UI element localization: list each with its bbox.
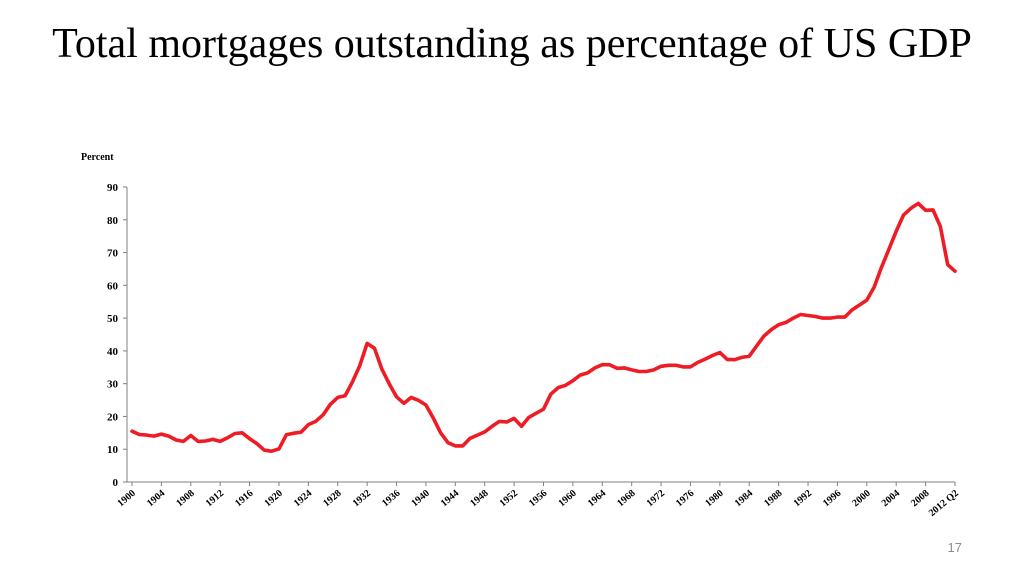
x-tick-label: 1996 [821, 488, 843, 509]
x-tick-label: 1928 [321, 488, 343, 509]
x-tick-label: 1916 [233, 488, 255, 509]
y-tick-label: 90 [107, 182, 119, 194]
x-tick-label: 1980 [703, 488, 725, 509]
y-tick-label: 20 [107, 411, 119, 423]
x-tick-label: 1936 [380, 488, 402, 509]
x-tick-label: 1920 [263, 488, 285, 509]
x-tick-label: 1940 [409, 488, 431, 509]
x-tick-label: 1948 [468, 488, 490, 509]
y-axis-ticks: 0 10 20 30 40 50 60 70 80 90 [107, 182, 127, 489]
y-tick-label: 60 [107, 280, 119, 292]
x-tick-label: 1972 [645, 488, 667, 509]
x-tick-label: 1968 [615, 488, 637, 509]
x-tick-label: 1956 [527, 488, 549, 509]
x-tick-label: 1964 [586, 488, 608, 509]
x-tick-label: 1976 [674, 488, 696, 509]
x-tick-label: 2012 Q2 [927, 488, 961, 519]
x-tick-label: 1912 [204, 488, 226, 509]
x-tick-label: 1960 [556, 488, 578, 509]
x-tick-label: 1988 [762, 488, 784, 509]
y-tick-label: 0 [113, 477, 119, 489]
x-tick-label: 1984 [733, 488, 755, 509]
y-tick-label: 50 [107, 313, 119, 325]
page-number: 17 [947, 540, 962, 555]
x-tick-label: 1908 [174, 488, 196, 509]
y-tick-label: 80 [107, 215, 119, 227]
y-tick-label: 40 [107, 346, 119, 358]
x-tick-label: 1932 [351, 488, 373, 509]
x-tick-label: 2000 [850, 488, 872, 509]
y-tick-label: 10 [107, 444, 119, 456]
x-tick-label: 1900 [116, 488, 138, 509]
y-tick-label: 70 [107, 248, 119, 260]
x-tick-label: 1944 [439, 488, 461, 509]
y-axis-label: Percent [81, 152, 114, 163]
series-group [130, 201, 957, 454]
series-line [130, 201, 957, 454]
x-tick-label: 1992 [792, 488, 814, 509]
y-tick-label: 30 [107, 379, 119, 391]
x-tick-label: 1952 [498, 488, 520, 509]
x-tick-label: 2004 [880, 488, 902, 509]
slide-title: Total mortgages outstanding as percentag… [52, 21, 972, 67]
x-tick-label: 1904 [145, 488, 167, 509]
x-tick-label: 2008 [909, 488, 931, 509]
x-tick-label: 1924 [292, 488, 314, 509]
x-axis-ticks: 1900 1904 1908 1912 1916 1920 1924 1928 1932 1936… [116, 482, 961, 519]
